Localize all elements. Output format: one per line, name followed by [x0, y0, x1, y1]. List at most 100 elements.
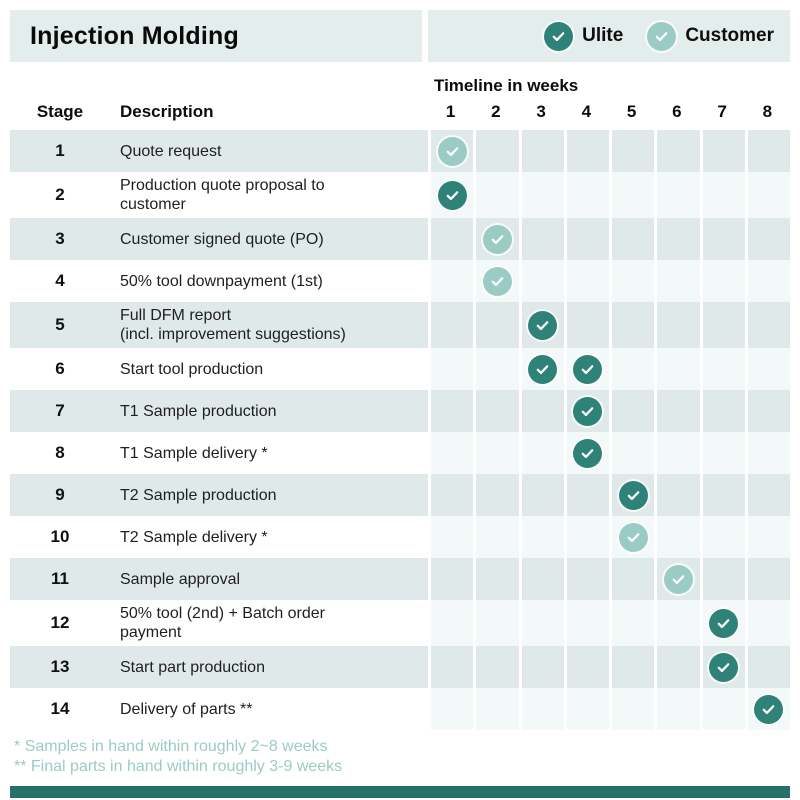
week-cell: [518, 516, 564, 558]
week-cell: [473, 600, 519, 646]
week-cell: [428, 688, 474, 730]
ulite-check-icon: [709, 608, 739, 638]
stage-row: 14 Delivery of parts **: [10, 688, 790, 730]
ulite-check-icon: [754, 694, 784, 724]
week-number: 1: [445, 102, 456, 121]
stage-description: Quote request: [110, 130, 428, 172]
week-cell: [654, 600, 700, 646]
customer-check-icon: [663, 564, 693, 594]
stage-number: 5: [10, 302, 110, 348]
week-cell: [699, 130, 745, 172]
stage-description: Delivery of parts **: [120, 700, 253, 718]
week-cell: [654, 172, 700, 218]
week-cell: [473, 302, 519, 348]
ulite-check-icon: [573, 438, 603, 468]
week-cell: [744, 558, 790, 600]
stage-number: 13: [10, 646, 110, 688]
week-cell: [654, 218, 700, 260]
week-cell: [609, 432, 655, 474]
legend-label-customer: Customer: [685, 25, 774, 46]
customer-check-icon: [618, 522, 648, 552]
week-numbers-row: 1 2 3 4 5 6 7 8: [428, 102, 790, 122]
week-cell: [428, 600, 474, 646]
week-cell: [428, 260, 474, 302]
week-cell: [699, 688, 745, 730]
stage-description: Customer signed quote (PO): [110, 218, 428, 260]
legend: Ulite Customer: [428, 10, 790, 62]
stage-table: 1 Quote request 2 Production quote proposal…: [10, 130, 790, 730]
week-cell: [699, 260, 745, 302]
week-cell: [744, 390, 790, 432]
stage-number: 8: [55, 443, 65, 462]
week-cell: [518, 646, 564, 688]
week-cell: [473, 688, 519, 730]
week-cell: [563, 260, 609, 302]
stage-row: 10 T2 Sample delivery *: [10, 516, 790, 558]
week-cell: [654, 432, 700, 474]
legend-item-ulite: Ulite: [544, 21, 623, 51]
week-cell: [428, 302, 474, 348]
stage-row: 7 T1 Sample production: [10, 390, 790, 432]
week-number: 2: [491, 102, 501, 121]
week-cell: [654, 688, 700, 730]
week-cell: [428, 130, 474, 172]
week-cell: [518, 474, 564, 516]
customer-check-icon: [482, 224, 512, 254]
week-cell: [609, 348, 655, 390]
week-cell: [518, 390, 564, 432]
week-cell: [518, 600, 564, 646]
stage-number: 10: [50, 527, 70, 546]
week-cell: [563, 432, 609, 474]
week-cell: [699, 516, 745, 558]
stage-description: Production quote proposal to customer: [120, 177, 325, 213]
ulite-check-icon: [528, 354, 558, 384]
week-cell: [563, 516, 609, 558]
week-number: 8: [762, 102, 773, 121]
stage-number: 14: [50, 699, 70, 718]
stage-number: 6: [55, 359, 65, 378]
stage-number: 12: [50, 613, 70, 632]
ulite-check-icon: [573, 396, 603, 426]
week-number: 4: [581, 102, 592, 121]
week-cell: [744, 474, 790, 516]
ulite-check-icon: [618, 480, 648, 510]
week-cell: [609, 302, 655, 348]
week-cell: [654, 302, 700, 348]
stage-number: 2: [55, 185, 65, 204]
week-cell: [563, 474, 609, 516]
stage-number: 3: [10, 218, 110, 260]
timeline-label: Timeline in weeks: [434, 76, 579, 95]
week-cell: [428, 474, 474, 516]
week-cell: [518, 218, 564, 260]
stage-description: T2 Sample delivery *: [120, 528, 268, 546]
week-cell: [744, 130, 790, 172]
week-cell: [563, 172, 609, 218]
customer-check-icon: [482, 266, 512, 296]
week-cell: [518, 348, 564, 390]
week-cell: [744, 172, 790, 218]
week-cell: [473, 646, 519, 688]
customer-check-icon: [647, 21, 677, 51]
stage-row: 8 T1 Sample delivery *: [10, 432, 790, 474]
ulite-check-icon: [437, 180, 467, 210]
description-column-header: Description: [120, 102, 214, 121]
timeline-header: Timeline in weeks 1 2 3 4 5 6 7 8: [428, 76, 790, 122]
stage-description: Full DFM report (incl. improvement sugge…: [110, 302, 428, 348]
week-cell: [609, 218, 655, 260]
week-cell: [428, 646, 474, 688]
stage-description: Sample approval: [110, 558, 428, 600]
week-cell: [518, 432, 564, 474]
stage-row: 4 50% tool downpayment (1st): [10, 260, 790, 302]
week-cell: [744, 600, 790, 646]
week-cell: [563, 348, 609, 390]
week-cell: [518, 260, 564, 302]
stage-row: 2 Production quote proposal to customer: [10, 172, 790, 218]
week-cell: [654, 474, 700, 516]
stage-description: T1 Sample delivery *: [120, 444, 268, 462]
week-cell: [609, 558, 655, 600]
week-cell: [473, 390, 519, 432]
stage-row: 5 Full DFM report (incl. improvement sugg…: [10, 302, 790, 348]
week-cell: [563, 390, 609, 432]
week-cell: [473, 432, 519, 474]
legend-item-customer: Customer: [647, 21, 774, 51]
